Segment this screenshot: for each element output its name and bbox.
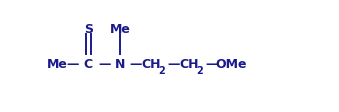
Text: —: — [129, 57, 142, 70]
Text: 2: 2 [197, 65, 203, 75]
Text: Me: Me [46, 57, 67, 70]
Text: —: — [167, 57, 180, 70]
Text: —: — [206, 57, 218, 70]
Text: —: — [66, 57, 79, 70]
Text: N: N [115, 57, 125, 70]
Text: —: — [98, 57, 110, 70]
Text: CH: CH [180, 57, 199, 70]
Text: 2: 2 [159, 65, 165, 75]
Text: S: S [84, 23, 93, 35]
Text: Me: Me [109, 23, 130, 35]
Text: C: C [84, 57, 93, 70]
Text: OMe: OMe [216, 57, 247, 70]
Text: CH: CH [142, 57, 161, 70]
